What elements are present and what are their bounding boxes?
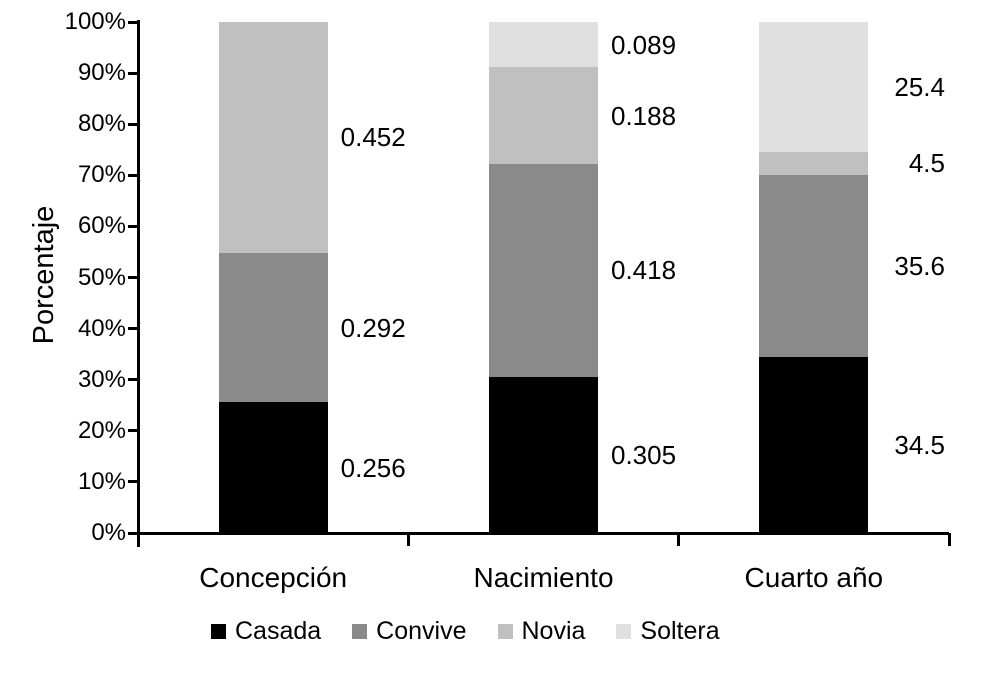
y-tick [128, 20, 138, 24]
y-tick [128, 71, 138, 75]
legend-label-soltera: Soltera [640, 617, 720, 645]
legend-item-soltera: Soltera [616, 617, 720, 645]
y-tick-label: 0% [91, 519, 126, 546]
value-label-novia-2: 4.5 [908, 148, 945, 179]
y-tick-label: 30% [77, 365, 126, 393]
bar-segment-soltera-1 [489, 22, 598, 68]
legend-label-novia: Novia [521, 617, 586, 645]
value-label-novia-1: 0.188 [611, 100, 677, 131]
x-tick [406, 533, 410, 546]
y-axis-line [136, 20, 140, 547]
y-tick-label: 90% [77, 59, 126, 87]
value-label-casada-2: 34.5 [894, 429, 945, 460]
value-label-convive-1: 0.418 [611, 255, 677, 286]
value-label-novia-0: 0.452 [340, 122, 406, 153]
y-tick [128, 276, 138, 279]
y-tick [128, 173, 138, 177]
bar-segment-convive-1 [489, 163, 598, 378]
category-label-2: Cuarto año [744, 562, 884, 593]
bar-segment-casada-2 [759, 356, 869, 533]
y-tick-label: 10% [77, 467, 126, 495]
y-tick-label: 80% [77, 110, 126, 138]
bar-segment-novia-2 [759, 151, 869, 175]
bar-segment-convive-2 [759, 174, 869, 357]
legend-item-convive: Convive [352, 617, 467, 645]
y-tick-label: 50% [77, 263, 126, 291]
legend-swatch-casada [211, 623, 226, 639]
x-axis-line [128, 531, 949, 535]
category-label-1: Nacimiento [473, 562, 614, 593]
y-tick [128, 122, 138, 126]
legend-swatch-convive [352, 623, 368, 639]
value-label-convive-0: 0.292 [340, 312, 406, 343]
y-tick [128, 531, 138, 535]
bar-segment-casada-1 [489, 377, 598, 533]
value-label-soltera-1: 0.089 [611, 29, 677, 60]
x-tick [677, 533, 681, 546]
y-tick [128, 224, 138, 228]
bar-segment-convive-0 [218, 252, 328, 403]
y-tick [128, 327, 138, 331]
legend-label-casada: Casada [235, 617, 322, 645]
value-label-soltera-2: 25.4 [894, 71, 945, 102]
legend-swatch-soltera [616, 623, 632, 639]
y-tick-label: 70% [77, 161, 126, 189]
legend: Casada Convive Novia Soltera [211, 617, 720, 645]
value-label-casada-1: 0.305 [611, 440, 677, 471]
legend-swatch-novia [497, 623, 513, 639]
y-tick-label: 60% [77, 212, 126, 240]
bar-segment-novia-1 [489, 67, 598, 164]
bar-segment-casada-0 [218, 402, 328, 533]
y-tick [128, 480, 138, 484]
bar-segment-novia-0 [218, 22, 328, 253]
y-tick-label: 40% [77, 314, 126, 342]
value-label-convive-2: 35.6 [894, 250, 945, 281]
y-tick-label: 20% [77, 416, 126, 444]
y-tick-label: 100% [64, 8, 126, 35]
y-tick [128, 378, 138, 382]
bar-segment-soltera-2 [759, 22, 869, 152]
legend-item-novia: Novia [497, 617, 586, 645]
value-label-casada-0: 0.256 [340, 452, 406, 483]
legend-item-casada: Casada [211, 617, 321, 645]
x-tick [136, 533, 140, 546]
category-label-0: Concepción [199, 562, 348, 593]
legend-label-convive: Convive [376, 617, 467, 645]
x-tick [947, 533, 951, 546]
y-tick [128, 429, 138, 433]
